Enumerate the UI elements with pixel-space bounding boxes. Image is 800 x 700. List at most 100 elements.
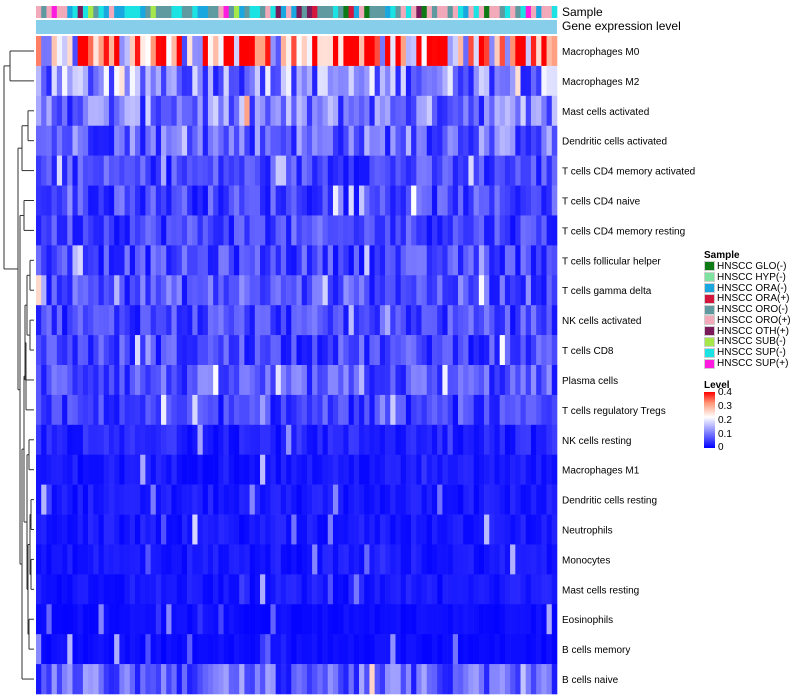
heatmap-cell	[348, 275, 355, 306]
heatmap-cell	[458, 275, 464, 306]
sample-annotation-cell	[260, 6, 266, 18]
heatmap-cell	[187, 634, 193, 665]
heatmap-cell	[447, 424, 454, 456]
heatmap-cell	[504, 574, 511, 605]
heatmap-cell	[306, 245, 313, 276]
heatmap-cell	[93, 664, 99, 695]
heatmap-cell	[541, 65, 547, 97]
heatmap-cell	[416, 65, 422, 97]
heatmap-cell	[369, 275, 375, 306]
heatmap-cell	[62, 424, 68, 456]
heatmap-cell	[280, 95, 287, 127]
heatmap-cell	[379, 574, 386, 605]
heatmap-cells	[36, 36, 558, 695]
sample-annotation-cell	[145, 6, 151, 18]
sample-annotation-cell	[536, 6, 542, 18]
sample-annotation-cell	[390, 6, 396, 18]
heatmap-cell	[166, 305, 172, 336]
sample-annotation-cell	[134, 6, 141, 18]
heatmap-cell	[348, 245, 355, 276]
heatmap-cell	[124, 604, 131, 635]
heatmap-cell	[265, 514, 271, 545]
heatmap-cell	[197, 65, 204, 97]
heatmap-cell	[499, 514, 506, 545]
heatmap-cell	[140, 245, 146, 276]
heatmap-cell	[473, 335, 480, 366]
heatmap-cell	[82, 305, 89, 336]
heatmap-cell	[218, 484, 224, 515]
heatmap-cell	[56, 95, 63, 127]
heatmap-cell	[369, 155, 375, 186]
heatmap-cell	[515, 664, 521, 695]
heatmap-cell	[296, 664, 303, 695]
heatmap-cell	[338, 574, 344, 605]
heatmap-cell	[187, 544, 193, 575]
heatmap-cell	[145, 125, 151, 156]
heatmap-cell	[551, 215, 558, 246]
heatmap-cell	[499, 484, 506, 515]
heatmap-cell	[447, 544, 454, 575]
heatmap-cell	[46, 65, 52, 97]
heatmap-cell	[536, 574, 542, 605]
heatmap-cell	[348, 65, 355, 97]
heatmap-cell	[207, 634, 214, 665]
heatmap-cell	[343, 544, 349, 575]
heatmap-cell	[317, 275, 323, 306]
heatmap-cell	[400, 424, 407, 456]
heatmap-cell	[145, 574, 151, 605]
heatmap-cell	[213, 335, 219, 366]
heatmap-cell	[551, 36, 558, 67]
heatmap-cell	[134, 185, 141, 216]
heatmap-cell	[244, 125, 250, 156]
heatmap-cell	[478, 65, 485, 97]
heatmap-cell	[411, 155, 417, 186]
heatmap-cell	[530, 484, 537, 515]
heatmap-cell	[499, 215, 506, 246]
heatmap-cell	[124, 215, 131, 246]
heatmap-cell	[312, 544, 318, 575]
heatmap-cell	[327, 155, 334, 186]
heatmap-cell	[452, 275, 459, 306]
heatmap-cell	[312, 574, 318, 605]
heatmap-cell	[46, 454, 52, 485]
heatmap-cell	[202, 125, 209, 156]
heatmap-cell	[129, 664, 136, 695]
heatmap-cell	[56, 394, 63, 426]
heatmap-cell	[88, 394, 94, 426]
legend-item: HNSCC SUP(+)	[704, 358, 791, 369]
heatmap-cell	[140, 275, 146, 306]
heatmap-cell	[369, 215, 375, 246]
heatmap-cell	[72, 65, 78, 97]
row-label: Mast cells activated	[562, 107, 649, 118]
heatmap-cell	[463, 514, 469, 545]
heatmap-cell	[187, 335, 193, 366]
sample-annotation-cell	[504, 6, 511, 18]
heatmap-cell	[499, 245, 506, 276]
sample-annotation-cell	[56, 6, 63, 18]
heatmap-cell	[395, 544, 401, 575]
heatmap-cell	[332, 514, 339, 545]
level-tick: 0.1	[718, 429, 732, 440]
heatmap-cell	[129, 185, 136, 216]
heatmap-cell	[473, 215, 480, 246]
heatmap-cell	[312, 664, 318, 695]
heatmap-cell	[317, 335, 323, 366]
heatmap-cell	[499, 36, 506, 67]
heatmap-cell	[145, 424, 151, 456]
heatmap-cell	[421, 394, 428, 426]
heatmap-cell	[546, 544, 553, 575]
heatmap-cell	[379, 544, 386, 575]
heatmap-cell	[510, 424, 516, 456]
heatmap-cell	[437, 215, 443, 246]
heatmap-cell	[72, 484, 78, 515]
heatmap-cell	[510, 454, 516, 485]
heatmap-cell	[478, 275, 485, 306]
heatmap-cell	[515, 65, 521, 97]
legend-item: HNSCC OTH(+)	[704, 326, 791, 337]
heatmap-cell	[530, 245, 537, 276]
heatmap-cell	[244, 95, 250, 127]
heatmap-cell	[411, 125, 417, 156]
heatmap-cell	[301, 275, 308, 306]
heatmap-cell	[359, 424, 365, 456]
heatmap-cell	[317, 365, 323, 396]
